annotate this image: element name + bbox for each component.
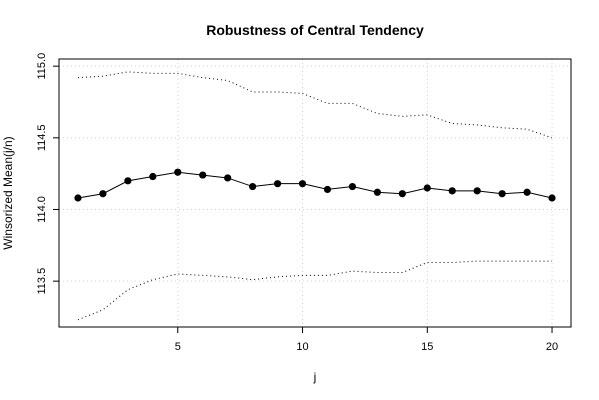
y-tick-label: 114.5 bbox=[36, 124, 48, 151]
winsorized-mean-point bbox=[448, 187, 456, 195]
winsorized-mean-point bbox=[74, 194, 82, 202]
x-tick-label: 10 bbox=[296, 341, 308, 353]
chart-title: Robustness of Central Tendency bbox=[206, 22, 424, 38]
winsorized-mean-point bbox=[348, 182, 357, 191]
winsorized-mean-point bbox=[523, 188, 531, 196]
x-tick-label: 15 bbox=[421, 341, 433, 353]
winsorized-mean-point bbox=[99, 190, 107, 198]
winsorized-mean-point bbox=[273, 180, 282, 188]
winsorized-mean-point bbox=[249, 182, 257, 191]
winsorized-mean-point bbox=[124, 177, 132, 185]
y-tick-label: 113.5 bbox=[36, 268, 48, 295]
y-axis-label: Winsorized Mean(j/n) bbox=[1, 136, 15, 249]
y-tick-label: 115.0 bbox=[36, 53, 48, 80]
x-tick-label: 5 bbox=[175, 341, 181, 353]
winsorized-mean-point bbox=[548, 194, 556, 202]
winsorized-mean-point bbox=[174, 168, 182, 176]
winsorized-mean-point bbox=[199, 171, 207, 179]
winsorized-mean-line bbox=[77, 171, 553, 199]
x-tick-label: 20 bbox=[546, 341, 558, 353]
winsorized-mean-point bbox=[498, 190, 506, 198]
plot-frame bbox=[58, 58, 572, 328]
winsorized-mean-point bbox=[423, 184, 431, 192]
winsorized-mean-point bbox=[149, 172, 157, 181]
upper-bound-line bbox=[77, 71, 553, 139]
winsorized-mean-point bbox=[224, 174, 232, 182]
y-tick-label: 114.0 bbox=[36, 196, 48, 223]
winsorized-mean-point bbox=[323, 185, 332, 194]
x-axis: 5 10 15 20 bbox=[175, 327, 558, 353]
series-layer bbox=[74, 71, 556, 321]
winsorized-mean-point bbox=[473, 187, 481, 195]
winsorized-mean-point bbox=[298, 180, 307, 188]
winsorized-mean-point bbox=[373, 188, 381, 196]
grid bbox=[59, 59, 571, 327]
lower-bound-line bbox=[77, 260, 553, 321]
y-axis: 113.5 114.0 114.5 115.0 bbox=[36, 53, 59, 295]
winsorized-mean-point bbox=[398, 190, 406, 198]
x-axis-label: j bbox=[313, 370, 317, 384]
